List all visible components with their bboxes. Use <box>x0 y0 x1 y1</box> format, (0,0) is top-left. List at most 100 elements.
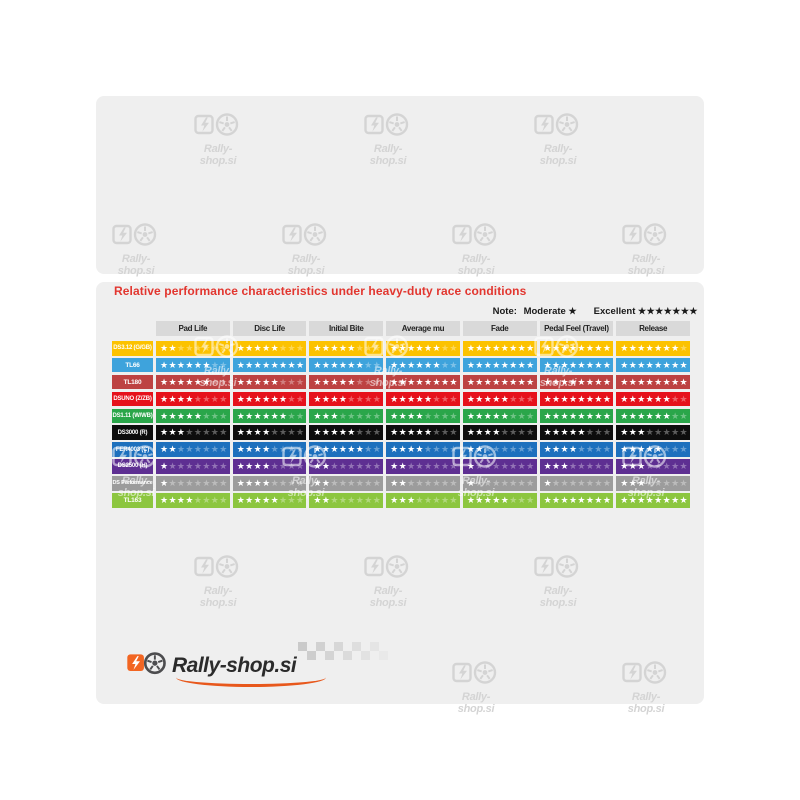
stars-empty: ★★★★★★★ <box>552 478 612 489</box>
rally-shop-logo: Rally-shop.si <box>126 642 426 700</box>
rating-cell: ★★★★★★★★ <box>462 357 537 373</box>
stars-filled: ★★★ <box>390 495 416 506</box>
stars-empty: ★★★★★ <box>645 427 689 438</box>
rating-cell: ★★★★★★★★ <box>232 425 307 440</box>
watermark: Rally-shop.si <box>186 334 250 389</box>
chart-title: Relative performance characteristics und… <box>114 284 527 298</box>
watermark-text: Rally-shop.si <box>457 691 495 715</box>
stars-filled: ★★★★★ <box>160 410 203 421</box>
rating-cell: ★★★★★★★★ <box>386 493 460 508</box>
stars-filled: ★★★ <box>620 461 646 472</box>
stars-filled: ★★★★★★ <box>160 376 211 387</box>
watermark-text: Rally-shop.si <box>117 475 155 499</box>
stars-filled: ★★★★★ <box>466 495 510 506</box>
stars-empty: ★★ <box>440 359 458 370</box>
stars-empty: ★★★★ <box>424 444 458 455</box>
watermark-text: Rally-shop.si <box>199 365 237 389</box>
stars-empty: ★★ <box>364 444 382 455</box>
stars-empty: ★★ <box>364 359 382 370</box>
watermark-text: Rally-shop.si <box>627 253 665 277</box>
stars-empty: ★★★ <box>279 495 305 506</box>
row-label: DS3.12 (G/GB) <box>112 341 153 356</box>
rating-cell: ★★★★★★★★ <box>539 408 614 424</box>
logo-swoosh-underline <box>176 668 326 687</box>
stars-empty: ★★★★ <box>270 478 305 489</box>
stars-filled: ★★★★★★★★ <box>543 359 612 370</box>
column-header: Initial Bite <box>309 321 384 336</box>
stars-filled: ★★★★★★★★ <box>620 495 689 506</box>
stars-filled: ★ <box>160 478 169 489</box>
stars-empty: ★★★★★ <box>568 461 612 472</box>
stars-filled: ★★★★★★★★ <box>466 343 535 353</box>
stars-empty: ★★ <box>287 393 305 404</box>
rating-cell: ★★★★★★★★ <box>309 408 384 424</box>
watermark: Rally-shop.si <box>444 222 508 277</box>
stars-filled: ★★★★★★ <box>390 343 441 353</box>
stars-filled: ★★★★ <box>236 444 271 455</box>
stars-empty: ★★★ <box>509 410 535 421</box>
stars-filled: ★★★★ <box>543 444 578 455</box>
watermark-text: Rally-shop.si <box>287 253 325 277</box>
stars-empty: ★★★★★ <box>338 410 382 421</box>
rating-cell: ★★★★★★★★ <box>156 476 230 491</box>
stars-filled: ★★ <box>466 444 484 455</box>
rating-cell: ★★★★★★★★ <box>156 391 230 407</box>
rating-cell: ★★★★★★★★ <box>539 425 614 440</box>
stars-filled: ★★★★ <box>160 495 194 506</box>
stars-filled: ★ <box>466 461 476 472</box>
stars-filled: ★★★★★ <box>466 410 510 421</box>
rating-cell: ★★★★★★★★ <box>386 459 460 474</box>
legend-excellent-stars: ★★★★★★★ <box>638 306 698 316</box>
rating-cell: ★★★★★★★★ <box>156 408 230 424</box>
rating-cell: ★★★★★★★★ <box>232 476 307 491</box>
row-label: DS1.11 (W/WB) <box>112 408 153 424</box>
watermark-text: Rally-shop.si <box>627 691 665 715</box>
stars-empty: ★★ <box>287 410 305 421</box>
rating-cell: ★★★★★★★★ <box>539 493 614 508</box>
column-header: Disc Life <box>232 321 307 336</box>
stars-empty: ★★★★ <box>424 410 458 421</box>
stars-filled: ★★★ <box>620 427 646 438</box>
stars-filled: ★★★★★★ <box>236 410 288 421</box>
rally-shop-logo-icon <box>126 648 168 685</box>
watermark-text: Rally-shop.si <box>539 143 577 167</box>
watermark-text: Rally-shop.si <box>627 475 665 499</box>
stars-filled: ★★★★★★ <box>313 359 365 370</box>
stars-filled: ★★★★ <box>236 427 271 438</box>
rating-cell: ★★★★★★★★ <box>616 374 690 390</box>
watermark: Rally-shop.si <box>444 444 508 499</box>
stars-filled: ★★★★★★★★ <box>543 376 612 387</box>
rating-cell: ★★★★★★★★ <box>462 391 537 407</box>
stars-filled: ★★★ <box>543 461 569 472</box>
stars-empty: ★★★★ <box>270 444 305 455</box>
stars-filled: ★★★★ <box>236 461 271 472</box>
brand-text: Rally-shop.si <box>172 654 297 678</box>
stars-empty: ★★ <box>210 376 228 387</box>
stars-empty: ★★★★★ <box>185 427 228 438</box>
rating-cell: ★★★★★★★★ <box>616 408 690 424</box>
stars-filled: ★★★★★ <box>313 427 356 438</box>
stars-empty: ★★★★ <box>270 427 305 438</box>
rating-cell: ★★★★★★★★ <box>232 357 307 373</box>
stars-empty: ★★★★★★ <box>330 495 382 506</box>
stars-filled: ★★★★★★★★ <box>466 359 535 370</box>
legend-excellent-label: Excellent <box>593 306 636 317</box>
checkered-flag <box>298 642 398 662</box>
watermark: Rally-shop.si <box>186 554 250 609</box>
stars-empty: ★★★★ <box>193 393 228 404</box>
stars-empty: ★★★★ <box>270 461 305 472</box>
stars-empty: ★★★ <box>509 495 535 506</box>
stars-filled: ★ <box>160 461 169 472</box>
stars-filled: ★★★★★ <box>313 376 356 387</box>
stars-filled: ★★★★★★ <box>313 444 365 455</box>
stars-filled: ★★ <box>390 478 408 489</box>
stars-empty: ★★★ <box>662 444 689 455</box>
rating-legend: Note: Moderate ★ Excellent ★★★★★★★ <box>493 306 698 317</box>
legend-note-label: Note: <box>492 306 517 317</box>
stars-empty: ★★★ <box>279 343 305 353</box>
stars-filled: ★★★★ <box>160 393 194 404</box>
table-corner <box>112 321 153 336</box>
stars-empty: ★★★★★★ <box>483 444 535 455</box>
stars-filled: ★★★★★★★★ <box>390 376 458 387</box>
rating-cell: ★★★★★★★★ <box>539 442 614 457</box>
